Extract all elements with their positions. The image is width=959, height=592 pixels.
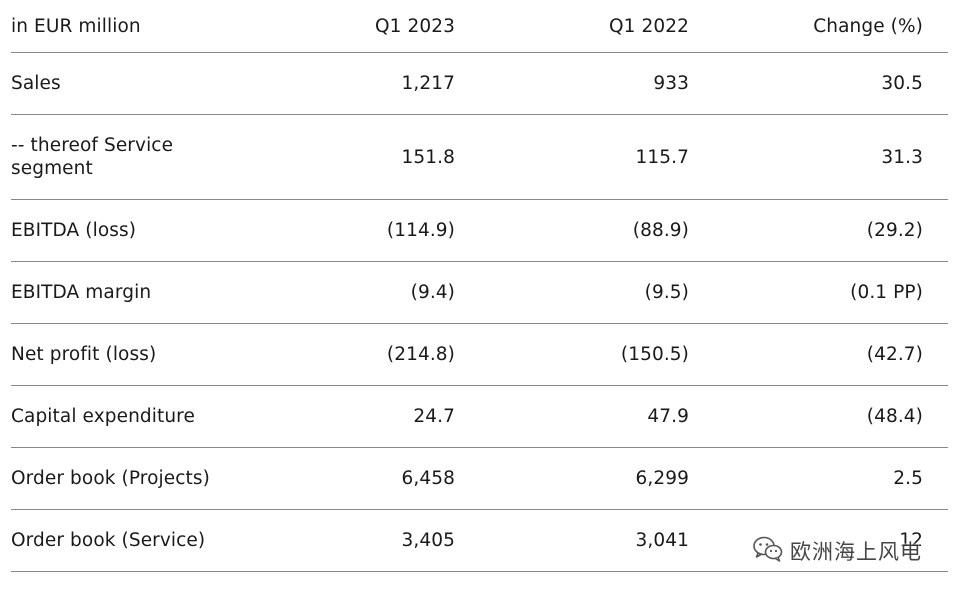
cell-q1-2023: 24.7: [211, 385, 455, 448]
cell-q1-2022: 6,299: [455, 447, 689, 510]
cell-change: 30.5: [689, 52, 948, 115]
header-q1-2022: Q1 2022: [455, 0, 689, 53]
cell-q1-2022: 933: [455, 52, 689, 115]
cell-change: (29.2): [689, 199, 948, 262]
row-label: -- thereof Service segment: [11, 135, 174, 179]
cell-change: 31.3: [689, 114, 948, 200]
row-label: Capital expenditure: [11, 385, 211, 448]
row-label: EBITDA margin: [11, 261, 211, 324]
cell-change: (0.1 PP): [689, 261, 948, 324]
row-label: EBITDA (loss): [11, 199, 211, 262]
row-label: Sales: [11, 52, 211, 115]
table-row: Sales 1,217 933 30.5: [11, 52, 948, 115]
cell-q1-2023: 151.8: [211, 114, 455, 200]
cell-q1-2023: (214.8): [211, 323, 455, 386]
cell-q1-2022: (150.5): [455, 323, 689, 386]
header-q1-2023: Q1 2023: [211, 0, 455, 53]
cell-q1-2022: 3,041: [455, 509, 689, 572]
table-row: EBITDA margin (9.4) (9.5) (0.1 PP): [11, 261, 948, 324]
cell-change: 12: [689, 509, 948, 572]
table-row: EBITDA (loss) (114.9) (88.9) (29.2): [11, 199, 948, 262]
table-row: Order book (Service) 3,405 3,041 12: [11, 509, 948, 572]
cell-change: (42.7): [689, 323, 948, 386]
cell-q1-2023: 3,405: [211, 509, 455, 572]
cell-q1-2022: 47.9: [455, 385, 689, 448]
row-label: Order book (Service): [11, 509, 211, 572]
cell-q1-2022: 115.7: [455, 114, 689, 200]
cell-q1-2023: 6,458: [211, 447, 455, 510]
table-row: Net profit (loss) (214.8) (150.5) (42.7): [11, 323, 948, 386]
table-row: Order book (Projects) 6,458 6,299 2.5: [11, 447, 948, 510]
cell-q1-2023: (114.9): [211, 199, 455, 262]
table-row: Capital expenditure 24.7 47.9 (48.4): [11, 385, 948, 448]
cell-q1-2022: (88.9): [455, 199, 689, 262]
row-label: Order book (Projects): [11, 447, 211, 510]
header-change: Change (%): [689, 0, 948, 53]
cell-q1-2023: 1,217: [211, 52, 455, 115]
cell-change: (48.4): [689, 385, 948, 448]
financial-table: in EUR million Q1 2023 Q1 2022 Change (%…: [11, 0, 948, 572]
cell-q1-2022: (9.5): [455, 261, 689, 324]
table-header-row: in EUR million Q1 2023 Q1 2022 Change (%…: [11, 0, 948, 53]
row-label: Net profit (loss): [11, 323, 211, 386]
header-label: in EUR million: [11, 0, 211, 53]
cell-q1-2023: (9.4): [211, 261, 455, 324]
cell-change: 2.5: [689, 447, 948, 510]
row-label-cell: -- thereof Service segment: [11, 114, 211, 200]
table-row: -- thereof Service segment 151.8 115.7 3…: [11, 114, 948, 200]
